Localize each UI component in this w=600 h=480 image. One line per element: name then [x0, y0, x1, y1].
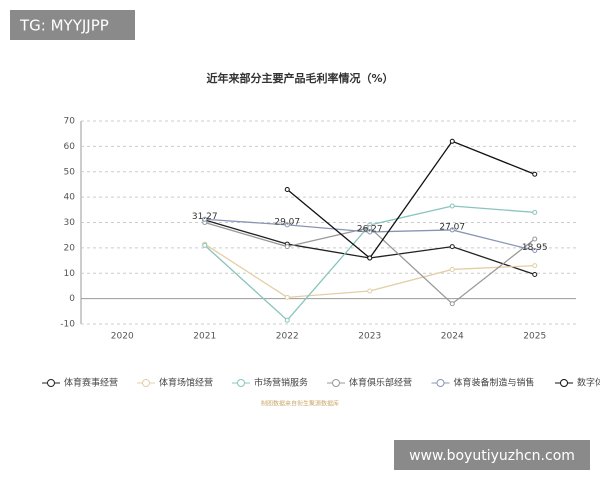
- legend-label: 体育赛事经营: [64, 377, 118, 389]
- site: www.boyutiyuzhcn.com: [409, 448, 575, 464]
- legend-label: 体育场馆经营: [159, 377, 213, 389]
- point: [367, 255, 373, 261]
- point: [532, 272, 538, 278]
- legend-label: 体育装备制造与销售: [454, 377, 535, 389]
- point: [284, 187, 290, 193]
- point: [532, 171, 538, 177]
- y-tick-label: 10: [64, 269, 76, 279]
- point: [367, 229, 373, 235]
- point: [284, 317, 290, 323]
- legend-label: 体育俱乐部经营: [349, 377, 412, 389]
- data-label: 29.07: [274, 217, 300, 227]
- y-tick-label: 0: [69, 294, 75, 304]
- point: [532, 209, 538, 215]
- watermark: TG: MYYJJPP: [19, 17, 109, 35]
- legend-marker: [332, 379, 340, 387]
- point: [532, 248, 538, 254]
- x-tick-label: 2022: [276, 332, 299, 342]
- legend-label: 市场营销服务: [254, 377, 308, 389]
- legend-marker: [436, 379, 445, 387]
- y-tick-label: 50: [64, 167, 76, 177]
- x-tick-label: 2023: [358, 332, 381, 342]
- legend-marker: [47, 379, 55, 387]
- point: [284, 222, 290, 228]
- data-label: 18.95: [522, 243, 548, 253]
- y-tick-label: 60: [64, 142, 76, 152]
- point: [449, 203, 455, 209]
- chart-title: 近年来部分主要产品毛利率情况（%）: [206, 71, 393, 85]
- point: [367, 288, 373, 294]
- x-tick-label: 2021: [193, 332, 216, 342]
- point: [202, 242, 208, 248]
- point: [532, 236, 538, 242]
- legend-marker: [560, 379, 568, 387]
- series-line: [286, 140, 535, 259]
- point: [449, 266, 455, 272]
- y-tick-label: 70: [64, 117, 76, 127]
- data-label: 26.27: [357, 224, 383, 234]
- x-tick-label: 2025: [523, 332, 546, 342]
- x-tick-label: 2024: [441, 332, 464, 342]
- site-box: [394, 440, 590, 470]
- legend-marker: [142, 379, 150, 387]
- data-label: 27.07: [439, 222, 465, 232]
- point: [284, 294, 290, 300]
- x-tick-label: 2020: [111, 332, 134, 342]
- y-tick-label: 40: [64, 193, 76, 203]
- y-tick-label: 20: [64, 243, 76, 253]
- source: 制图数据来自衔生聚源数据库: [261, 400, 339, 408]
- data-label: 31.27: [192, 212, 218, 222]
- point: [449, 244, 455, 250]
- y-tick-label: -10: [60, 320, 75, 330]
- y-tick-label: 30: [64, 218, 76, 228]
- point: [449, 301, 455, 307]
- watermark-box: [10, 10, 135, 40]
- legend-marker: [237, 379, 245, 387]
- point: [202, 216, 208, 222]
- point: [449, 138, 455, 144]
- point: [449, 227, 455, 233]
- point: [284, 244, 290, 250]
- legend-label: 数字体育: [577, 377, 600, 389]
- point: [532, 263, 538, 269]
